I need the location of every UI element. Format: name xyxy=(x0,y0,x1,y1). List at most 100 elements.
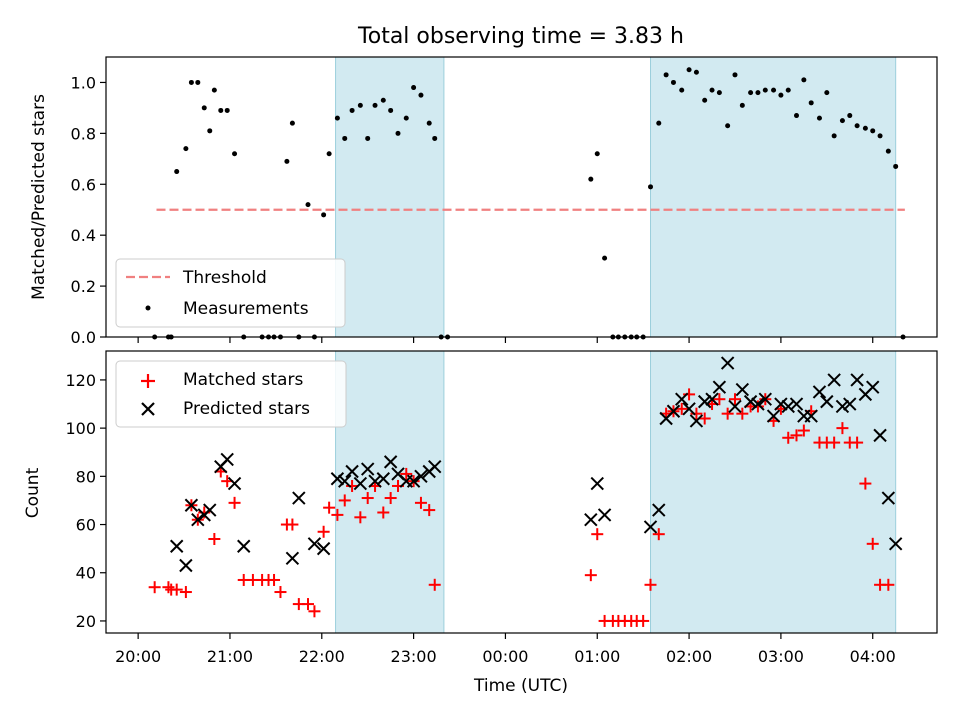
top-x-axis-ticks xyxy=(137,337,874,343)
measurement-point xyxy=(195,79,201,85)
measurement-point xyxy=(218,107,224,113)
predicted-star-point xyxy=(751,397,765,411)
matched-star-point xyxy=(308,605,321,618)
matched-star-point xyxy=(346,479,359,492)
legend-predicted-label: Predicted stars xyxy=(183,399,310,419)
predicted-star-point xyxy=(237,539,251,553)
top-legend: Threshold Measurements xyxy=(115,258,346,328)
matched-star-point xyxy=(162,581,175,594)
measurement-point xyxy=(801,77,807,83)
x-tick-label: 01:00 xyxy=(574,647,620,666)
predicted-star-point xyxy=(184,498,199,512)
predicted-stars-points xyxy=(169,356,903,573)
matched-star-point xyxy=(208,533,221,545)
predicted-star-point xyxy=(414,469,428,484)
predicted-star-point xyxy=(330,472,345,486)
measurement-point xyxy=(648,184,654,190)
predicted-star-point xyxy=(881,491,896,505)
legend-predicted-symbol xyxy=(141,402,155,416)
measurement-point xyxy=(201,105,207,111)
measurement-point xyxy=(686,67,692,73)
y-tick-label: 0.2 xyxy=(71,277,96,296)
measurement-point xyxy=(365,135,371,141)
legend-matched-symbol xyxy=(141,374,155,388)
x-tick-label: 00:00 xyxy=(482,647,528,666)
matched-star-point xyxy=(637,614,650,627)
top-y-axis-ticks: 0.0 0.2 0.4 0.6 0.8 1.0 xyxy=(71,73,106,347)
matched-star-point xyxy=(851,436,864,449)
bottom-panel-shaded-intervals xyxy=(335,350,897,634)
predicted-star-point xyxy=(353,476,368,491)
top-legend-box xyxy=(115,258,346,328)
measurement-point xyxy=(349,107,355,113)
y-tick-label: 0.6 xyxy=(71,175,96,194)
predicted-star-point xyxy=(743,394,758,409)
predicted-star-point xyxy=(728,399,742,414)
matched-star-point xyxy=(384,492,397,505)
matched-star-point xyxy=(751,400,764,413)
matched-star-point xyxy=(836,422,849,435)
matched-star-point xyxy=(148,581,161,594)
chart-title: Total observing time = 3.83 h xyxy=(357,24,684,49)
predicted-star-point xyxy=(705,392,719,406)
measurement-point xyxy=(342,135,348,141)
measurement-point xyxy=(870,128,876,134)
measurement-point xyxy=(426,120,432,126)
bottom-legend-box xyxy=(115,360,347,428)
matched-star-point xyxy=(797,424,810,437)
measurement-point xyxy=(602,255,608,261)
measurement-point xyxy=(411,85,417,91)
measurement-point xyxy=(679,87,685,93)
predicted-star-point xyxy=(850,373,864,387)
measurement-point xyxy=(289,120,295,126)
x-axis-label: Time (UTC) xyxy=(473,676,568,696)
matched-star-point xyxy=(414,496,427,509)
measurement-point xyxy=(326,151,332,157)
predicted-star-point xyxy=(766,409,781,423)
matched-star-point xyxy=(828,436,841,449)
measurement-points xyxy=(152,67,906,340)
predicted-star-point xyxy=(338,474,352,488)
shaded-interval xyxy=(650,56,897,338)
measurement-point xyxy=(670,79,676,85)
measurement-point xyxy=(739,102,745,108)
matched-star-point xyxy=(866,537,879,550)
predicted-star-point xyxy=(383,455,398,469)
matched-star-point xyxy=(728,393,741,406)
matched-star-point xyxy=(428,578,441,591)
measurement-point xyxy=(663,72,669,78)
measurement-point xyxy=(893,163,899,169)
matched-stars-points xyxy=(148,388,895,627)
matched-star-point xyxy=(338,494,351,507)
measurement-point xyxy=(372,102,378,108)
measurement-point xyxy=(334,115,340,121)
top-panel-shaded-intervals xyxy=(335,56,897,338)
predicted-star-point xyxy=(220,452,234,467)
shaded-interval xyxy=(335,56,445,338)
predicted-star-point xyxy=(376,472,391,486)
matched-star-point xyxy=(170,583,183,596)
matched-star-point xyxy=(591,528,604,541)
measurement-point xyxy=(794,113,800,119)
predicted-star-point xyxy=(781,399,795,414)
legend-matched-label: Matched stars xyxy=(183,370,303,390)
measurement-point xyxy=(709,87,715,93)
legend-threshold-label: Threshold xyxy=(182,268,267,288)
measurement-point xyxy=(693,69,699,75)
measurement-point xyxy=(702,97,708,103)
predicted-star-point xyxy=(820,394,834,409)
measurement-point xyxy=(816,115,822,121)
measurement-point xyxy=(839,118,845,124)
predicted-star-point xyxy=(406,474,421,488)
measurement-point xyxy=(388,107,394,113)
measurement-point xyxy=(395,130,401,136)
predicted-star-point xyxy=(888,537,903,551)
x-tick-label: 20:00 xyxy=(115,647,161,666)
predicted-star-point xyxy=(812,385,827,399)
measurement-point xyxy=(831,133,837,139)
measurement-point xyxy=(207,128,213,134)
predicted-star-point xyxy=(285,551,300,565)
matched-star-point xyxy=(423,504,436,517)
predicted-star-point xyxy=(169,539,184,553)
